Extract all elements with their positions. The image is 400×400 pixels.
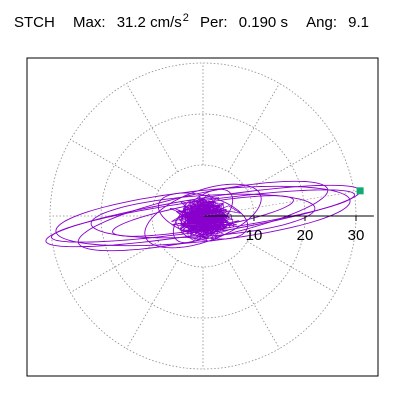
per-value: 0.190 s [238,14,288,31]
max-unit-exponent: 2 [182,12,189,24]
max-label: Max: [73,14,106,31]
max-value: 31.2 [116,14,146,31]
orbit-trace-1 [45,184,361,248]
axis-tick-label-10: 10 [246,227,263,244]
station-code: STCH [14,14,55,31]
grid-spoke-60 [228,83,280,173]
grid-spoke-30 [246,139,336,191]
grid-spoke-120 [126,83,178,173]
axes: 10 20 30 [202,187,374,244]
axis-tick-label-30: 30 [348,227,365,244]
grid-spoke-300 [228,259,280,349]
ang-value: 9.1 [348,14,370,31]
plot-frame [26,57,379,377]
peak-marker [356,187,364,195]
grid-spoke-150 [70,139,160,191]
orbit-trace-5 [90,193,316,239]
max-unit: cm/s [150,14,182,31]
axis-tick-label-20: 20 [297,227,314,244]
orbit-trace-6 [112,195,294,237]
grid-spoke-240 [126,259,178,349]
orbit-trace-2 [55,185,351,247]
orbit-trace-4 [51,189,355,243]
orbit-trace-7 [144,183,262,249]
per-label: Per: [200,14,228,31]
central-motion-trace [169,193,241,242]
ang-label: Ang: [306,14,337,31]
grid-spoke-330 [246,241,336,293]
header: STCH Max: 31.2 cm/s2 Per: 0.190 s Ang: 9… [14,12,369,35]
orbit-traces [45,180,361,252]
orbit-trace-8 [157,192,249,240]
grid-spoke-210 [70,241,160,293]
